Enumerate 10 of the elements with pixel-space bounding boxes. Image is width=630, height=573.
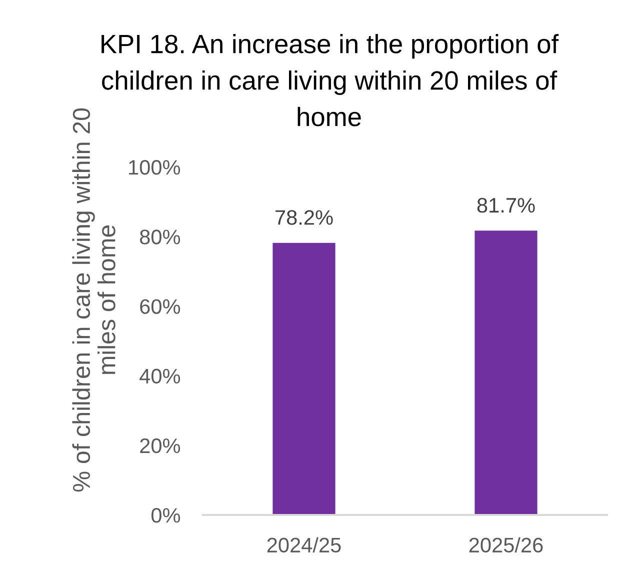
y-tick-label: 100% xyxy=(129,160,180,175)
y-tick-label: 0% xyxy=(151,508,180,523)
x-tick-label: 2024/25 xyxy=(267,537,341,553)
data-label: 81.7% xyxy=(477,198,535,213)
data-label: 78.2% xyxy=(276,210,333,225)
x-tick-label: 2025/26 xyxy=(469,537,543,553)
y-tick-label: 60% xyxy=(140,299,180,314)
y-tick-label: 40% xyxy=(140,368,180,384)
y-tick-label: 80% xyxy=(140,230,180,244)
y-tick-label: 20% xyxy=(140,438,180,454)
